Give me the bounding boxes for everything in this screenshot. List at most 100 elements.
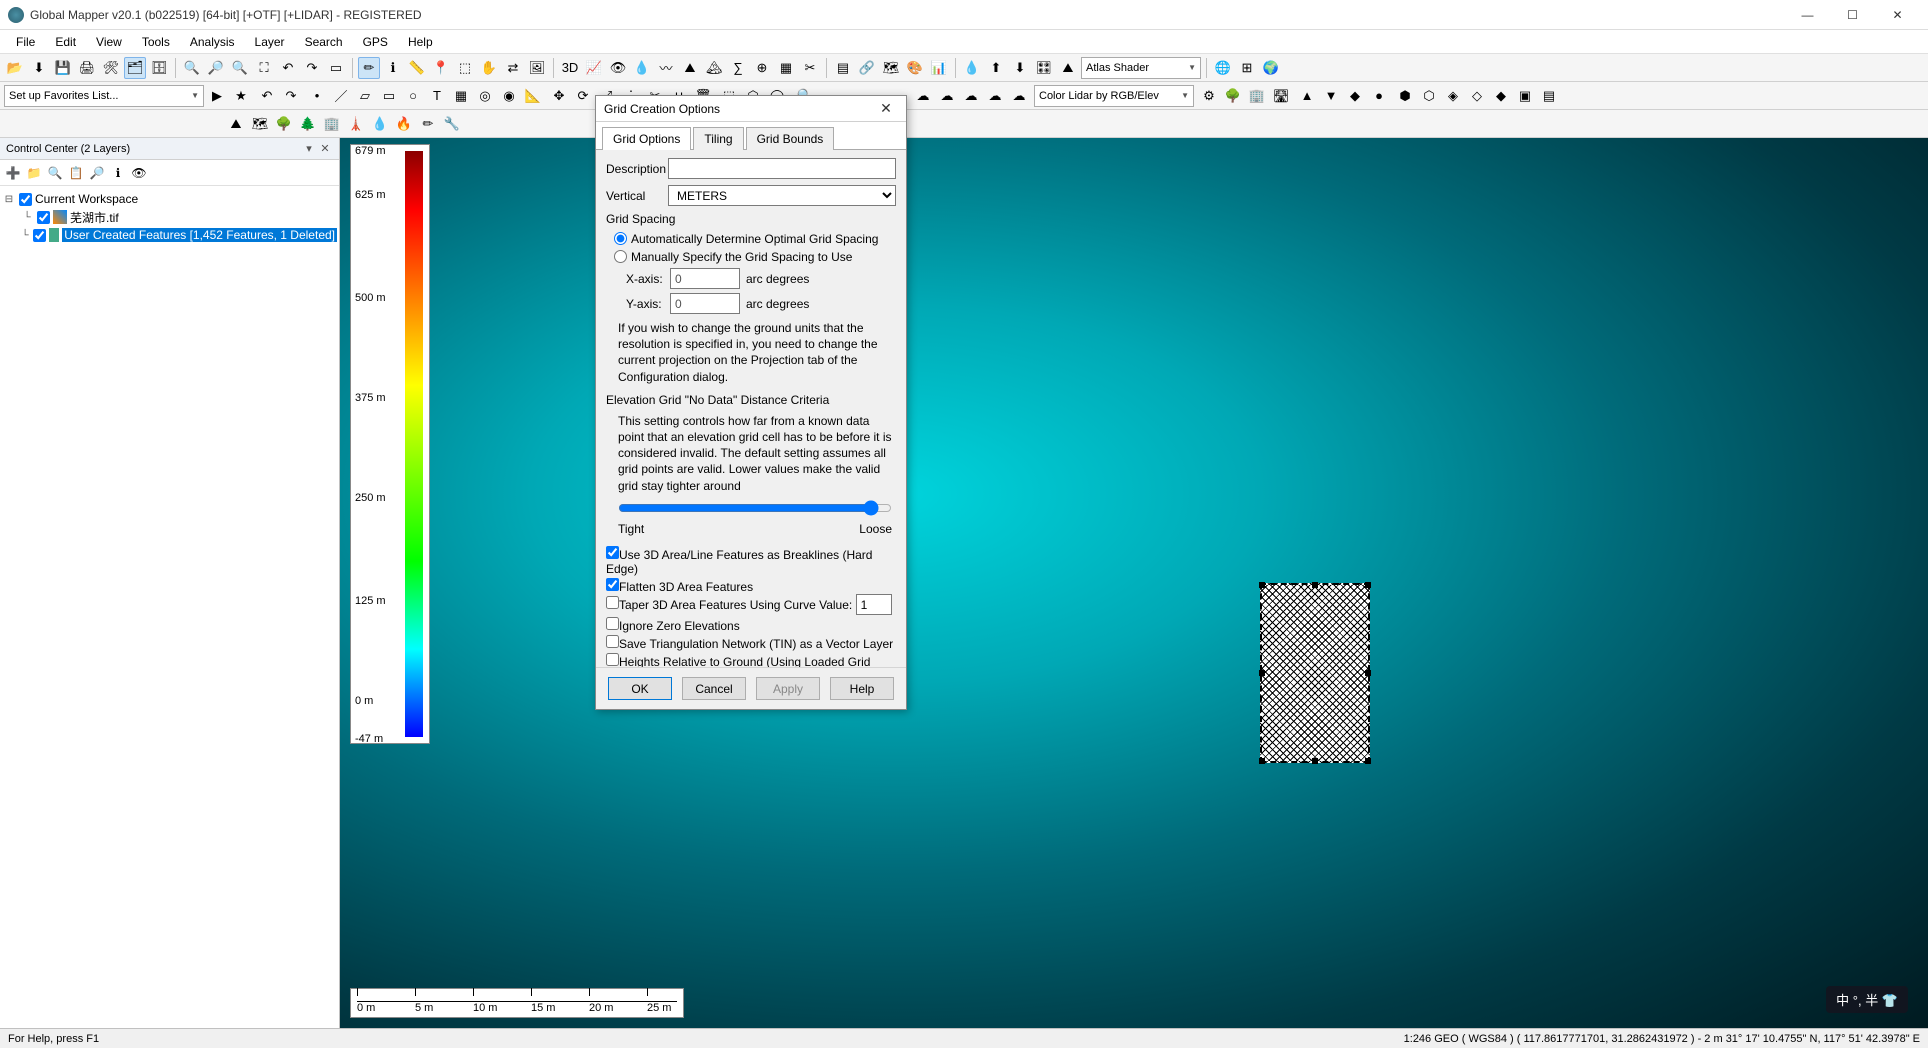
grid-bounds-box[interactable]: [1260, 583, 1370, 763]
save-icon[interactable]: 💾: [52, 57, 74, 79]
menu-edit[interactable]: Edit: [45, 32, 86, 52]
overview-icon[interactable]: 🗺: [880, 57, 902, 79]
tree-workspace-row[interactable]: ⊟ Current Workspace: [2, 190, 337, 208]
radio-auto-spacing[interactable]: [614, 232, 627, 245]
menu-help[interactable]: Help: [398, 32, 443, 52]
edit-rotate-icon[interactable]: ⟳: [572, 85, 594, 107]
watershed-icon[interactable]: 💧: [631, 57, 653, 79]
menu-analysis[interactable]: Analysis: [180, 32, 245, 52]
lidar-extract2-icon[interactable]: ⬡: [1418, 85, 1440, 107]
lidar-color-combo[interactable]: Color Lidar by RGB/Elev ▼: [1034, 85, 1194, 107]
contour-icon[interactable]: 〰: [655, 57, 677, 79]
combine-icon[interactable]: ⊕: [751, 57, 773, 79]
lidar-class3-icon[interactable]: ◆: [1344, 85, 1366, 107]
zoom-in-icon[interactable]: 🔎: [205, 57, 227, 79]
resize-handle-nw[interactable]: [1259, 582, 1265, 588]
dialog-titlebar[interactable]: Grid Creation Options ✕: [596, 96, 906, 122]
layers-icon[interactable]: 🗂: [124, 57, 146, 79]
resize-handle-sw[interactable]: [1259, 758, 1265, 764]
shader-combo[interactable]: Atlas Shader ▼: [1081, 57, 1201, 79]
water-icon[interactable]: 💧: [961, 57, 983, 79]
cb-breaklines[interactable]: [606, 546, 619, 559]
maximize-button[interactable]: ☐: [1830, 0, 1875, 30]
graticule-icon[interactable]: ⊞: [1236, 57, 1258, 79]
lidar-tool9-icon[interactable]: ☁: [1008, 85, 1030, 107]
3d-icon[interactable]: 3D: [559, 57, 581, 79]
extra1-icon[interactable]: ⛰: [225, 113, 247, 135]
cb-flatten[interactable]: [606, 578, 619, 591]
cc-folder-icon[interactable]: 📁: [25, 164, 43, 182]
lidar-tool7-icon[interactable]: ☁: [960, 85, 982, 107]
menu-file[interactable]: File: [6, 32, 45, 52]
globe-icon[interactable]: 🌐: [1212, 57, 1234, 79]
cc-zoom-icon[interactable]: 🔎: [88, 164, 106, 182]
water-up-icon[interactable]: ⬆: [985, 57, 1007, 79]
menu-gps[interactable]: GPS: [353, 32, 398, 52]
path-profile-icon[interactable]: 📈: [583, 57, 605, 79]
cc-add-icon[interactable]: ➕: [4, 164, 22, 182]
water-down-icon[interactable]: ⬇: [1009, 57, 1031, 79]
lidar-extract7-icon[interactable]: ▤: [1538, 85, 1560, 107]
extra3-icon[interactable]: 🌳: [273, 113, 295, 135]
resize-handle-w[interactable]: [1259, 670, 1265, 676]
shader-opts-icon[interactable]: 🎛: [1033, 57, 1055, 79]
cb-save-tin[interactable]: [606, 635, 619, 648]
create-circle-icon[interactable]: ○: [402, 85, 424, 107]
lidar-filter4-icon[interactable]: 🛣: [1270, 85, 1292, 107]
create-text-icon[interactable]: T: [426, 85, 448, 107]
create-point-icon[interactable]: •: [306, 85, 328, 107]
config-icon[interactable]: 🛠: [100, 57, 122, 79]
extra10-icon[interactable]: 🔧: [441, 113, 463, 135]
cc-search-icon[interactable]: 🔍: [46, 164, 64, 182]
taper-value-input[interactable]: [856, 594, 892, 615]
digitize-icon[interactable]: ✏: [358, 57, 380, 79]
resize-handle-e[interactable]: [1365, 670, 1371, 676]
tab-grid-bounds[interactable]: Grid Bounds: [746, 127, 835, 150]
resize-handle-s[interactable]: [1312, 758, 1318, 764]
fav-add-icon[interactable]: ★: [230, 85, 252, 107]
cb-heights-rel[interactable]: [606, 653, 619, 666]
zoom-layer-icon[interactable]: ▭: [325, 57, 347, 79]
image-rect-icon[interactable]: 🖼: [526, 57, 548, 79]
lidar-class4-icon[interactable]: ●: [1368, 85, 1390, 107]
scale-toggle-icon[interactable]: 📊: [928, 57, 950, 79]
measure-icon[interactable]: 📏: [406, 57, 428, 79]
yaxis-input[interactable]: [670, 293, 740, 314]
cc-copy-icon[interactable]: 📋: [67, 164, 85, 182]
redo-icon[interactable]: ↷: [280, 85, 302, 107]
lidar-extract5-icon[interactable]: ◆: [1490, 85, 1512, 107]
ok-button[interactable]: OK: [608, 677, 672, 700]
link-views-icon[interactable]: 🔗: [856, 57, 878, 79]
lidar-tool8-icon[interactable]: ☁: [984, 85, 1006, 107]
resize-handle-ne[interactable]: [1365, 582, 1371, 588]
favorites-combo[interactable]: Set up Favorites List... ▼: [4, 85, 204, 107]
hillshade-icon[interactable]: ⛰: [1057, 57, 1079, 79]
menu-tools[interactable]: Tools: [132, 32, 180, 52]
zoom-out-icon[interactable]: 🔍: [229, 57, 251, 79]
lidar-tool5-icon[interactable]: ☁: [912, 85, 934, 107]
menu-view[interactable]: View: [86, 32, 132, 52]
feature-icon[interactable]: 📍: [430, 57, 452, 79]
lidar-filter2-icon[interactable]: 🌳: [1222, 85, 1244, 107]
download-icon[interactable]: ⬇: [28, 57, 50, 79]
undo-icon[interactable]: ↶: [256, 85, 278, 107]
zoom-full-icon[interactable]: ⛶: [253, 57, 275, 79]
lidar-extract3-icon[interactable]: ◈: [1442, 85, 1464, 107]
layer1-checkbox[interactable]: [37, 211, 50, 224]
extra5-icon[interactable]: 🏢: [321, 113, 343, 135]
lidar-filter3-icon[interactable]: 🏢: [1246, 85, 1268, 107]
zoom-tool-icon[interactable]: 🔍: [181, 57, 203, 79]
create-line-icon[interactable]: ／: [330, 85, 352, 107]
zoom-next-icon[interactable]: ↷: [301, 57, 323, 79]
lidar-extract4-icon[interactable]: ◇: [1466, 85, 1488, 107]
tab-grid-options[interactable]: Grid Options: [602, 127, 691, 150]
swipe-icon[interactable]: ⇄: [502, 57, 524, 79]
raster-calc-icon[interactable]: ∑: [727, 57, 749, 79]
cc-eye-icon[interactable]: 👁: [130, 164, 148, 182]
create-range-icon[interactable]: ◉: [498, 85, 520, 107]
lidar-class1-icon[interactable]: ▲: [1296, 85, 1318, 107]
cc-close-icon[interactable]: ✕: [317, 142, 333, 155]
vertical-units-select[interactable]: METERS: [668, 185, 896, 206]
minimize-button[interactable]: —: [1785, 0, 1830, 30]
resize-handle-n[interactable]: [1312, 582, 1318, 588]
